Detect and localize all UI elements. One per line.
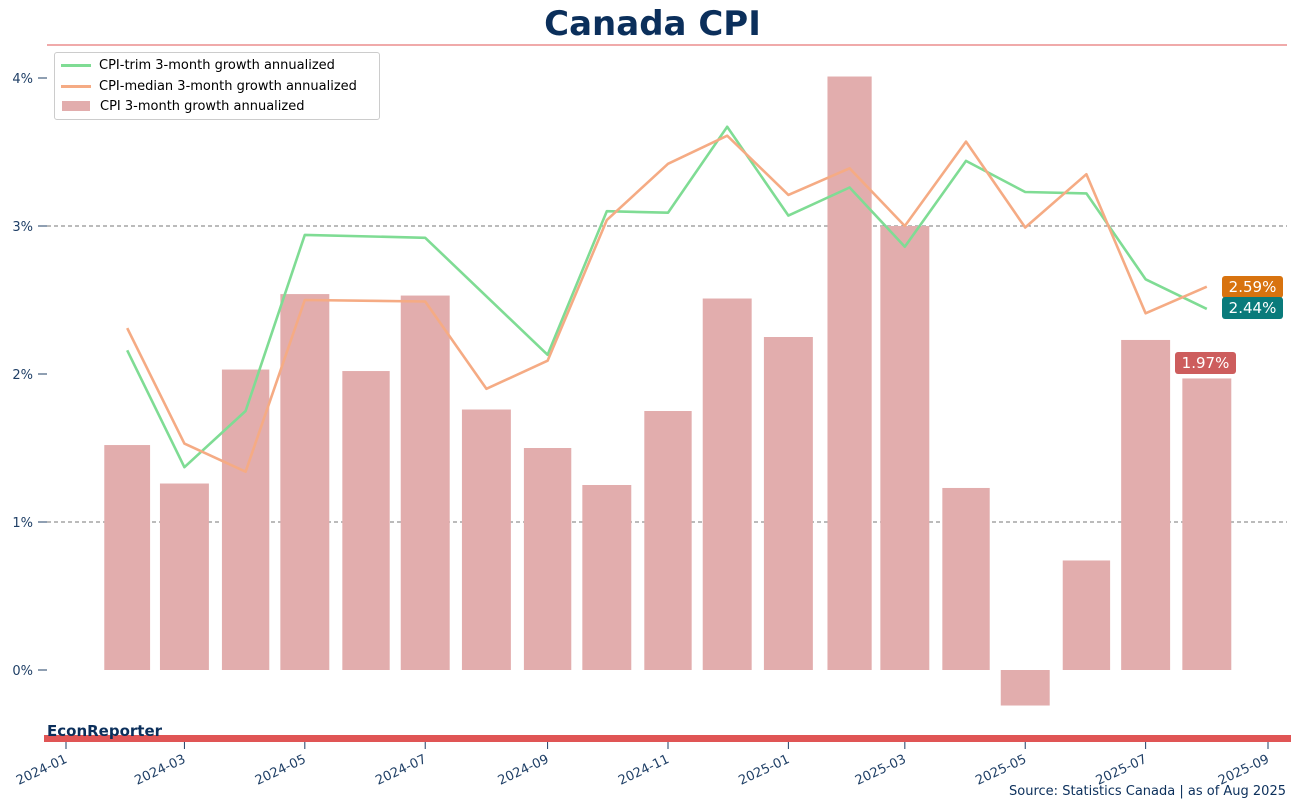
end-label: 2.59% bbox=[1229, 278, 1277, 296]
bar bbox=[644, 411, 692, 670]
y-tick-label: 3% bbox=[12, 220, 33, 235]
bar bbox=[1182, 378, 1232, 670]
end-label: 1.97% bbox=[1182, 354, 1230, 372]
bar bbox=[221, 369, 270, 670]
legend-label-cpi: CPI 3-month growth annualized bbox=[100, 98, 305, 114]
bar bbox=[400, 295, 450, 670]
bar bbox=[1062, 560, 1111, 670]
bar bbox=[523, 448, 572, 670]
x-tick-label: 2024-03 bbox=[133, 752, 189, 789]
end-labels: 2.59% 2.44% 1.97% bbox=[1175, 276, 1283, 374]
y-tick-label: 1% bbox=[12, 516, 33, 531]
legend-label-median: CPI-median 3-month growth annualized bbox=[99, 78, 357, 94]
line-series bbox=[126, 125, 1208, 474]
legend-item-cpi: CPI 3-month growth annualized bbox=[61, 97, 304, 115]
x-tick-label: 2024-01 bbox=[14, 752, 70, 789]
x-tick-label: 2025-01 bbox=[736, 752, 792, 789]
bar bbox=[763, 337, 813, 670]
series-line bbox=[126, 134, 1208, 474]
bar bbox=[582, 485, 632, 670]
brand-label: EconReporter bbox=[47, 722, 163, 740]
legend-swatch-median bbox=[61, 84, 91, 88]
bar bbox=[280, 294, 330, 670]
legend-item-median: CPI-median 3-month growth annualized bbox=[61, 77, 357, 95]
bar bbox=[1000, 670, 1050, 706]
legend-swatch-cpi bbox=[62, 101, 90, 111]
legend-swatch-trim bbox=[61, 63, 91, 67]
legend: CPI-trim 3-month growth annualized CPI-m… bbox=[54, 52, 380, 120]
legend-item-trim: CPI-trim 3-month growth annualized bbox=[61, 56, 335, 74]
x-tick-label: 2024-09 bbox=[496, 752, 552, 789]
end-label-box bbox=[1222, 297, 1283, 319]
series-line bbox=[126, 125, 1208, 469]
bar bbox=[104, 445, 151, 670]
bar bbox=[702, 298, 752, 670]
x-tick-label: 2024-07 bbox=[373, 752, 429, 789]
bar-series bbox=[104, 76, 1232, 706]
bar bbox=[1121, 339, 1171, 670]
x-tick-label: 2024-11 bbox=[616, 752, 672, 789]
bar bbox=[461, 409, 511, 670]
bar bbox=[880, 226, 930, 670]
chart-title: Canada CPI bbox=[544, 4, 761, 44]
end-label-box bbox=[1175, 352, 1236, 374]
bar bbox=[827, 76, 872, 670]
y-tick-label: 0% bbox=[12, 664, 33, 679]
x-tick-label: 2024-05 bbox=[253, 752, 309, 789]
bar bbox=[159, 483, 209, 670]
end-label-box bbox=[1222, 276, 1283, 298]
end-label: 2.44% bbox=[1229, 299, 1277, 317]
bar bbox=[342, 371, 390, 670]
source-note: Source: Statistics Canada | as of Aug 20… bbox=[1009, 784, 1286, 799]
y-tick-label: 4% bbox=[12, 72, 33, 87]
legend-label-trim: CPI-trim 3-month growth annualized bbox=[99, 57, 335, 73]
y-tick-label: 2% bbox=[12, 368, 33, 383]
bottom-rule bbox=[44, 735, 1291, 742]
x-tick-label: 2025-03 bbox=[853, 752, 909, 789]
bar bbox=[942, 487, 990, 670]
